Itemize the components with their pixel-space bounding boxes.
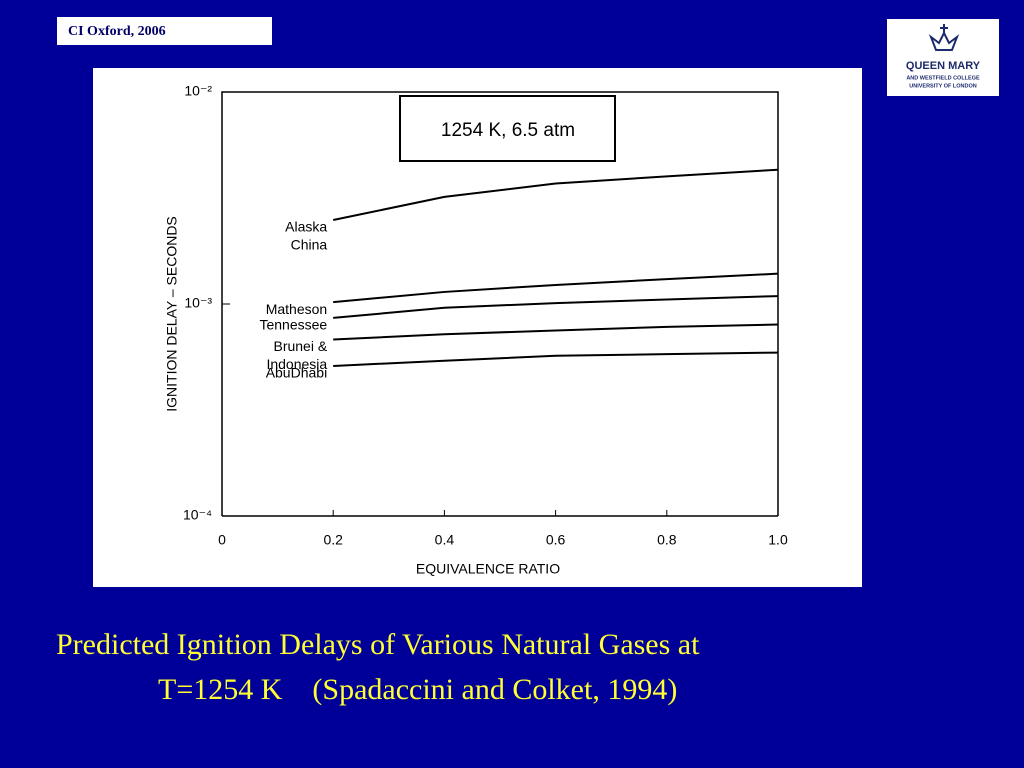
- series-label: Brunei &: [273, 338, 327, 354]
- x-tick-label: 1.0: [768, 532, 788, 548]
- series-label: China: [291, 237, 328, 253]
- series-line: [333, 351, 779, 367]
- logo-line: AND WESTFIELD COLLEGE: [906, 75, 980, 81]
- logo-name: QUEEN MARY: [906, 60, 981, 72]
- x-tick-label: 0.8: [657, 532, 677, 548]
- caption: T=1254 K (Spadaccini and Colket, 1994): [158, 673, 677, 706]
- series-label: Matheson: [266, 301, 327, 317]
- annotation-box: [399, 95, 616, 162]
- x-tick-label: 0.6: [546, 532, 566, 548]
- series-label: Indonesia: [266, 356, 327, 372]
- series-label: AbuDhabi: [266, 365, 328, 381]
- header-label: CI Oxford, 2006: [68, 24, 166, 39]
- y-axis-label: IGNITION DELAY – SECONDS: [164, 216, 180, 412]
- series-line: [333, 295, 779, 319]
- x-axis-label: EQUIVALENCE RATIO: [416, 561, 560, 577]
- series-label: Tennessee: [259, 317, 327, 333]
- x-tick-label: 0.2: [323, 532, 343, 548]
- annotation: 1254 K, 6.5 atm: [441, 120, 575, 141]
- header-box: [57, 17, 272, 45]
- series-label: Alaska: [285, 219, 327, 235]
- logo-line: UNIVERSITY OF LONDON: [909, 83, 976, 89]
- logo-crown: [928, 24, 960, 51]
- caption: Predicted Ignition Delays of Various Nat…: [56, 628, 700, 661]
- chart: 10⁻⁴ 10⁻³ 10⁻² 0 0.2 0.4 0.6 0.8 1.0 EQUIVALENCE …: [164, 83, 788, 577]
- x-tick-label: 0.4: [435, 532, 455, 548]
- series-line: [333, 272, 779, 304]
- x-tick-label: 0: [218, 532, 226, 548]
- y-tick-label: 10⁻²: [184, 83, 212, 99]
- y-tick-label: 10⁻³: [184, 295, 212, 311]
- series-line: [332, 168, 779, 221]
- y-tick-label: 10⁻⁴: [183, 507, 212, 523]
- series-line: [333, 323, 779, 341]
